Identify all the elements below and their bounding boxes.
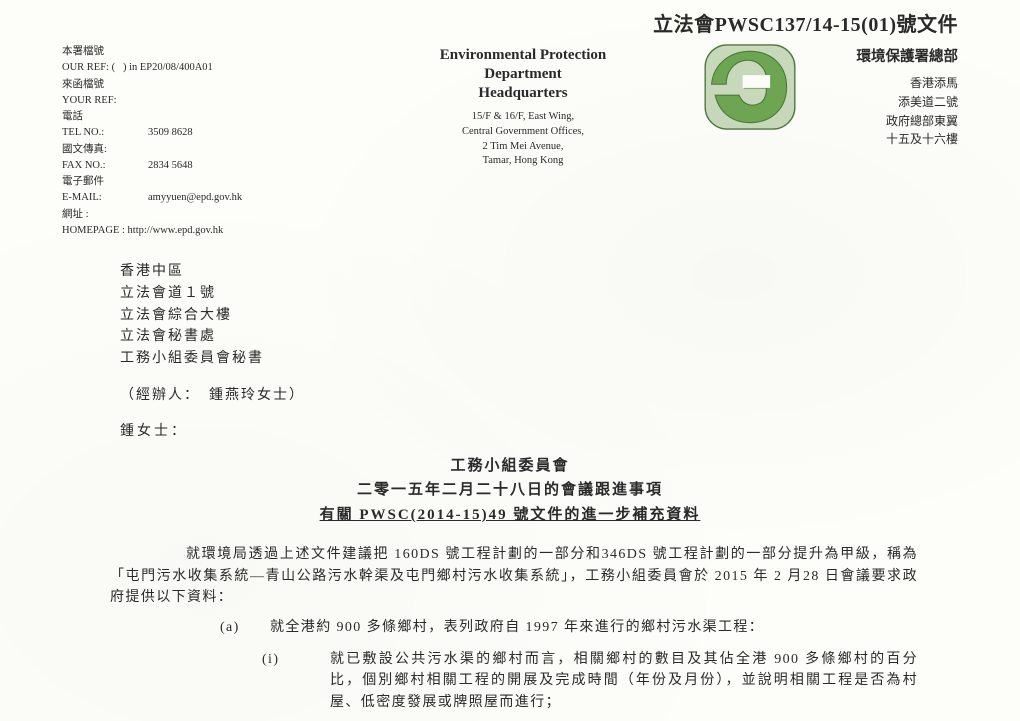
document-page: 立法會PWSC137/14-15(01)號文件 本署檔號 OUR REF: ( … — [0, 0, 1020, 721]
attention-line: （經辦人： 鍾燕玲女士） — [120, 384, 958, 404]
addressee-l4: 立法會秘書處 — [120, 326, 958, 348]
item-a: (a) 就全港約 900 多條鄉村，表列政府自 1997 年來進行的鄉村污水渠工… — [220, 617, 918, 639]
web-zh: 網址 : — [62, 207, 342, 223]
item-i: (i) 就已敷設公共污水渠的鄉村而言，相關鄉村的數目及其佔全港 900 多條鄉村… — [262, 649, 918, 714]
item-i-marker: (i) — [262, 649, 308, 714]
fax-zh: 國文傳真: — [62, 142, 342, 158]
title-line-2: 二零一五年二月二十八日的會議跟進事項 — [62, 478, 958, 503]
epd-logo-svg — [704, 44, 796, 130]
dept-name-en-1: Environmental Protection — [354, 46, 692, 65]
your-ref-zh: 來函檔號 — [62, 77, 342, 93]
fax-row: FAX NO.:2834 5648 — [62, 158, 342, 174]
dept-name-en-2: Department — [354, 65, 692, 84]
dept-name-en-3: Headquarters — [354, 84, 692, 103]
list-level-a: (a) 就全港約 900 多條鄉村，表列政府自 1997 年來進行的鄉村污水渠工… — [220, 617, 918, 721]
addressee-l5: 工務小組委員會秘書 — [120, 348, 958, 370]
addr-zh-4: 十五及十六樓 — [808, 130, 958, 149]
ref-label-zh: 本署檔號 — [62, 44, 342, 60]
letterhead: 本署檔號 OUR REF: ( ) in EP20/08/400A01 來函檔號… — [62, 44, 958, 239]
addr-zh-1: 香港添馬 — [808, 74, 958, 93]
addressee-l3: 立法會綜合大樓 — [120, 305, 958, 327]
item-i-text: 就已敷設公共污水渠的鄉村而言，相關鄉村的數目及其佔全港 900 多條鄉村的百分比… — [330, 649, 918, 714]
addressee-l1: 香港中區 — [120, 261, 958, 283]
body-text: 就環境局透過上述文件建議把 160DS 號工程計劃的一部分和346DS 號工程計… — [110, 544, 918, 721]
dept-name-zh: 環境保護署總部 — [808, 46, 958, 68]
email-zh: 電子郵件 — [62, 174, 342, 190]
addressee-block: 香港中區 立法會道１號 立法會綜合大樓 立法會秘書處 工務小組委員會秘書 — [120, 261, 958, 369]
letterhead-right: 環境保護署總部 香港添馬 添美道二號 政府總部東翼 十五及十六樓 — [808, 44, 958, 149]
your-ref: YOUR REF: — [62, 93, 342, 109]
addr-zh-3: 政府總部東翼 — [808, 112, 958, 131]
addressee-l2: 立法會道１號 — [120, 283, 958, 305]
item-a-marker: (a) — [220, 617, 248, 639]
list-level-i: (i) 就已敷設公共污水渠的鄉村而言，相關鄉村的數目及其佔全港 900 多條鄉村… — [262, 649, 918, 721]
letterhead-left: 本署檔號 OUR REF: ( ) in EP20/08/400A01 來函檔號… — [62, 44, 342, 239]
title-line-3: 有關 PWSC(2014-15)49 號文件的進一步補充資料 — [62, 503, 958, 528]
item-a-text: 就全港約 900 多條鄉村，表列政府自 1997 年來進行的鄉村污水渠工程： — [270, 617, 918, 639]
opening-paragraph: 就環境局透過上述文件建議把 160DS 號工程計劃的一部分和346DS 號工程計… — [110, 544, 918, 609]
email-row: E-MAIL:amyyuen@epd.gov.hk — [62, 190, 342, 206]
dept-address-en: 15/F & 16/F, East Wing, Central Governme… — [354, 110, 692, 169]
title-line-1: 工務小組委員會 — [62, 454, 958, 479]
tel-row: TEL NO.:3509 8628 — [62, 125, 342, 141]
document-id: 立法會PWSC137/14-15(01)號文件 — [653, 8, 958, 37]
salutation: 鍾女士： — [120, 420, 958, 440]
tel-zh: 電話 — [62, 109, 342, 125]
addr-zh-2: 添美道二號 — [808, 93, 958, 112]
title-block: 工務小組委員會 二零一五年二月二十八日的會議跟進事項 有關 PWSC(2014-… — [62, 454, 958, 528]
homepage: HOMEPAGE : http://www.epd.gov.hk — [62, 223, 342, 239]
our-ref: OUR REF: ( ) in EP20/08/400A01 — [62, 60, 342, 76]
letterhead-center: Environmental Protection Department Head… — [354, 44, 692, 169]
epd-logo — [704, 44, 796, 130]
